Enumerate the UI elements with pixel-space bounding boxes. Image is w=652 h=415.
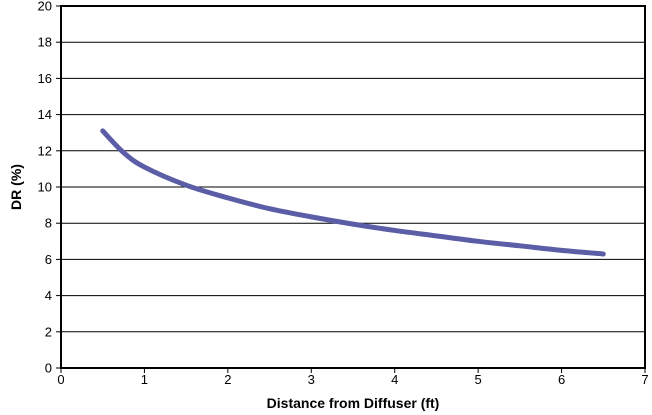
x-tick-label: 6 [558,372,565,387]
x-tick-label: 0 [57,372,64,387]
y-tick-label: 16 [38,71,52,86]
y-tick-label: 6 [45,252,52,267]
y-tick-label: 20 [38,0,52,14]
x-tick-label: 7 [641,372,648,387]
y-tick-label: 4 [45,288,52,303]
y-tick-label: 18 [38,35,52,50]
y-tick-label: 0 [45,361,52,376]
x-tick-label: 2 [224,372,231,387]
y-tick-label: 12 [38,143,52,158]
gridlines [61,5,645,369]
x-axis-ticks: 0 1 2 3 4 5 6 7 [57,368,649,387]
x-tick-label: 1 [141,372,148,387]
x-tick-label: 3 [308,372,315,387]
x-tick-label: 4 [391,372,398,387]
y-axis-ticks: 0 2 4 6 8 10 12 14 16 18 20 [38,0,61,376]
x-axis-title: Distance from Diffuser (ft) [267,395,440,411]
y-tick-label: 2 [45,324,52,339]
y-axis-title: DR (%) [8,164,24,210]
x-tick-label: 5 [475,372,482,387]
y-tick-label: 14 [38,107,52,122]
series-line [100,128,606,257]
y-tick-label: 10 [38,180,52,195]
y-tick-label: 8 [45,216,52,231]
